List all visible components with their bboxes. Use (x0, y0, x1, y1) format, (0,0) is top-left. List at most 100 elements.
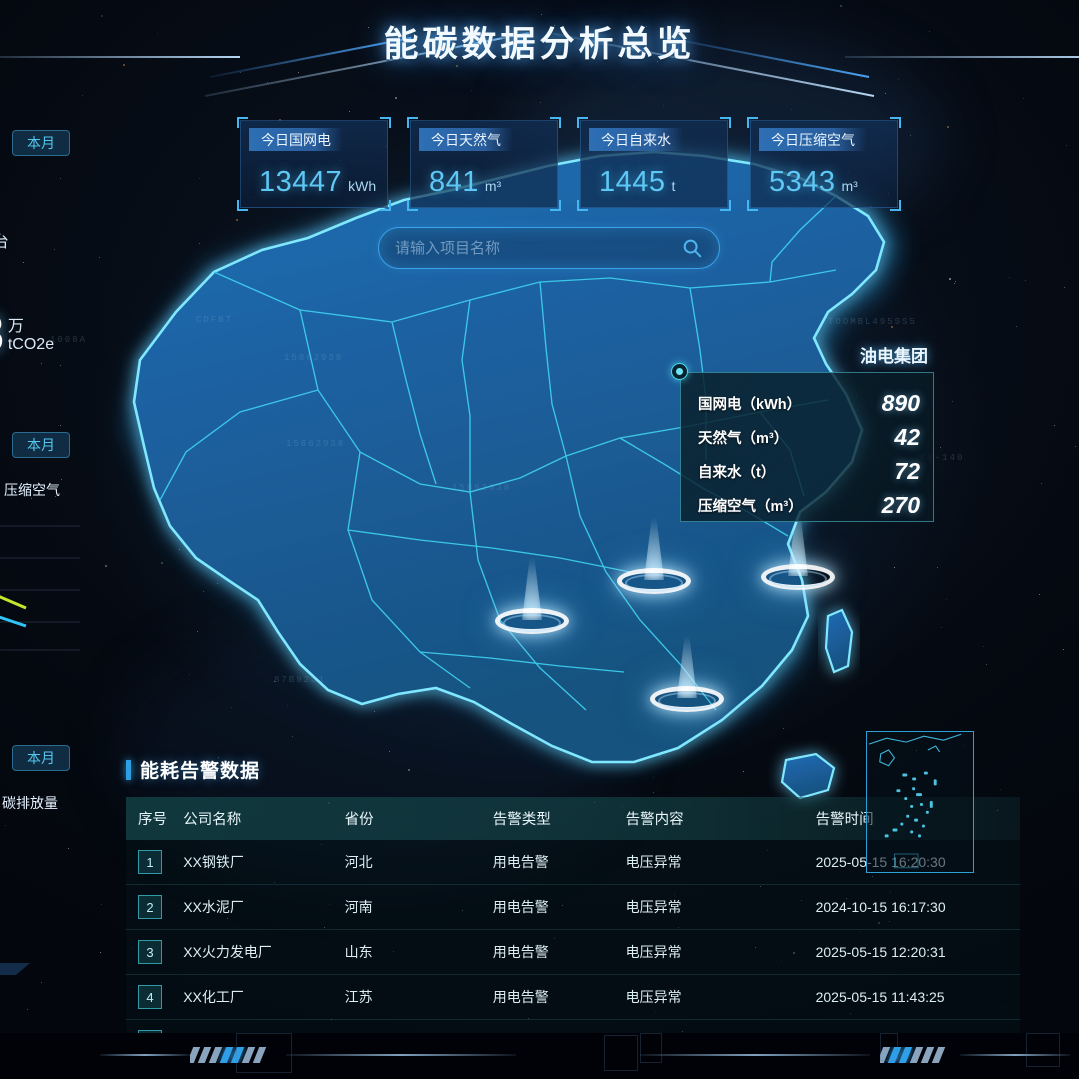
beacon-ring-inner (625, 574, 683, 592)
col-header-type: 告警类型 (493, 797, 626, 840)
period-button-month[interactable]: 本月 (12, 745, 70, 771)
legend-compressed-air: 压缩空气 (0, 480, 60, 500)
beacon-ring-inner (658, 692, 716, 710)
card-label: 今日自来水 (589, 128, 683, 151)
corner-deco (747, 200, 758, 211)
card-value: 13447 (259, 166, 342, 199)
title-accent-bar (126, 760, 131, 780)
card-label: 今日国网电 (249, 128, 343, 151)
tooltip-row-label: 天然气（m³） (698, 427, 788, 448)
hash-mark (932, 1047, 945, 1063)
corner-deco (237, 200, 248, 211)
tooltip-row-label: 压缩空气（m³） (698, 495, 803, 516)
map-tooltip: 油电集团 国网电（kWh） 890 天然气（m³） 42 自来水（t） 72 压… (680, 372, 934, 522)
card-label: 今日压缩空气 (759, 128, 867, 151)
carbon-total-number: 28 (0, 308, 4, 360)
card-value: 5343 (769, 166, 836, 199)
deco-line (640, 1054, 870, 1056)
cell-company: XX火力发电厂 (183, 930, 344, 975)
col-header-province: 省份 (345, 797, 493, 840)
tooltip-row: 自来水（t） 72 (698, 456, 920, 487)
card-value-group: 5343 m³ (769, 166, 858, 199)
svg-text:CDFBT: CDFBT (196, 315, 233, 325)
map-beacon-1[interactable] (495, 572, 569, 634)
tooltip-row-value: 270 (882, 492, 920, 519)
device-total-unit: 台 (0, 228, 9, 252)
row-index-badge: 1 (138, 850, 162, 874)
inset-map-svg (867, 732, 973, 872)
tooltip-row-label: 自来水（t） (698, 461, 775, 482)
card-natural-gas[interactable]: 今日天然气 841 m³ (410, 120, 558, 208)
period-button-month[interactable]: 本月 (12, 432, 70, 458)
device-total-group: 5 台 (0, 208, 9, 260)
deco-line (100, 1054, 190, 1056)
map-beacon-3[interactable] (761, 528, 835, 590)
period-button-month[interactable]: 本月 (12, 130, 70, 156)
search-input[interactable] (395, 240, 681, 257)
card-unit: m³ (485, 178, 501, 194)
card-unit: kWh (348, 178, 376, 194)
table-row[interactable]: 3 XX火力发电厂 山东 用电告警 电压异常 2025-05-15 12:20:… (126, 930, 1020, 975)
corner-deco (720, 117, 731, 128)
line-chart-svg (0, 516, 80, 656)
card-value-group: 13447 kWh (259, 166, 376, 199)
corner-deco (890, 117, 901, 128)
deco-box (640, 1033, 662, 1063)
col-header-company: 公司名称 (183, 797, 344, 840)
cell-province: 江苏 (345, 975, 493, 1020)
page-header: 能碳数据分析总览 (0, 0, 1079, 110)
bar-chart-axis: 9 3/30 (0, 993, 70, 1008)
carbon-total-unit: 万tCO2e (8, 312, 70, 354)
corner-deco (237, 117, 248, 128)
card-label: 今日天然气 (419, 128, 513, 151)
carbon-total-group: 28 万tCO2e (0, 308, 70, 360)
svg-text:15862938: 15862938 (452, 483, 511, 493)
corner-deco (890, 200, 901, 211)
cell-province: 山东 (345, 930, 493, 975)
search-icon[interactable] (681, 237, 703, 259)
tooltip-row: 压缩空气（m³） 270 (698, 490, 920, 521)
cell-time: 2025-05-15 11:43:25 (816, 975, 1020, 1020)
corner-deco (577, 200, 588, 211)
map-beacon-4[interactable] (650, 650, 724, 712)
page-title: 能碳数据分析总览 (0, 16, 1079, 67)
col-header-content: 告警内容 (626, 797, 816, 840)
cell-company: XX钢铁厂 (183, 840, 344, 885)
map-beacon-2[interactable] (617, 532, 691, 594)
cell-content: 电压异常 (626, 975, 816, 1020)
card-unit: m³ (842, 178, 858, 194)
card-value: 841 (429, 166, 479, 199)
cell-company: XX化工厂 (183, 975, 344, 1020)
left-device-panel: 本月 5 台 总数 28 万tCO2e 放量 (0, 130, 70, 370)
search-bar[interactable] (378, 227, 720, 269)
svg-text:87B9231: 87B9231 (274, 675, 326, 685)
table-row[interactable]: 4 XX化工厂 江苏 用电告警 电压异常 2025-05-15 11:43:25 (126, 975, 1020, 1020)
card-value-group: 841 m³ (429, 166, 501, 199)
table-row[interactable]: 2 XX水泥厂 河南 用电告警 电压异常 2024-10-15 16:17:30 (126, 885, 1020, 930)
row-index-badge: 3 (138, 940, 162, 964)
corner-deco (380, 117, 391, 128)
tooltip-row: 天然气（m³） 42 (698, 422, 920, 453)
metric-cards: 今日国网电 13447 kWh 今日天然气 841 m³ 今日自来水 1445 … (240, 120, 920, 212)
deco-box (604, 1035, 638, 1071)
cell-type: 用电告警 (493, 975, 626, 1020)
card-tap-water[interactable]: 今日自来水 1445 t (580, 120, 728, 208)
legend-carbon-emission: 碳排放量 (0, 793, 58, 813)
legend-label: 碳排放量 (2, 793, 58, 813)
card-value-group: 1445 t (599, 166, 675, 199)
cell-company: XX水泥厂 (183, 885, 344, 930)
left-bar-chart-panel: 本月 碳排放量 9 3/30 (0, 745, 70, 1025)
card-compressed-air[interactable]: 今日压缩空气 5343 m³ (750, 120, 898, 208)
cell-time: 2024-10-15 16:17:30 (816, 885, 1020, 930)
svg-text:15862938: 15862938 (286, 439, 345, 449)
row-index-badge: 2 (138, 895, 162, 919)
svg-text:15862938: 15862938 (284, 353, 343, 363)
cell-content: 电压异常 (626, 885, 816, 930)
line-chart-axis: 9 3/30 (0, 664, 70, 679)
cell-content: 电压异常 (626, 930, 816, 975)
cell-time: 2025-05-15 12:20:31 (816, 930, 1020, 975)
tooltip-row-label: 国网电（kWh） (698, 393, 801, 414)
cell-type: 用电告警 (493, 840, 626, 885)
left-line-chart-panel: 本月 压缩空气 9 3/30 (0, 432, 70, 702)
card-grid-power[interactable]: 今日国网电 13447 kWh (240, 120, 388, 208)
